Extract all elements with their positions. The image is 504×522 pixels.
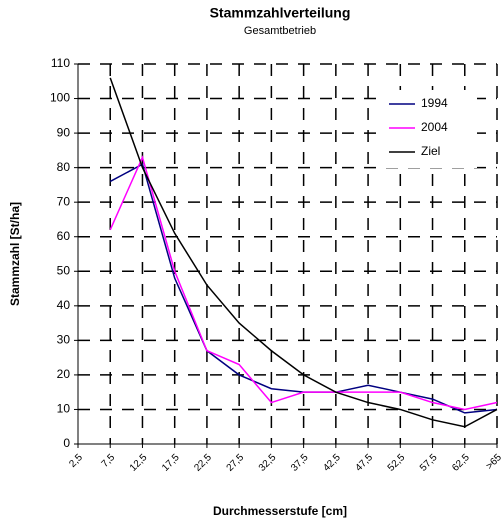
x-tick-label: 27,5: [225, 452, 247, 474]
x-tick-label: 22,5: [192, 452, 214, 474]
y-tick-label: 20: [57, 367, 71, 381]
legend-label: 1994: [421, 96, 448, 110]
y-tick-label: 30: [57, 333, 71, 347]
x-tick-label: >65: [484, 452, 504, 472]
y-tick-label: 10: [57, 402, 71, 416]
y-tick-label: 90: [57, 125, 71, 139]
y-axis-label: Stammzahl [St/ha]: [8, 202, 22, 306]
x-tick-label: 62,5: [450, 452, 472, 474]
chart-subtitle: Gesamtbetrieb: [244, 25, 316, 37]
series-line: [109, 155, 498, 411]
x-tick-label: 52,5: [386, 452, 408, 474]
x-tick-label: 12,5: [128, 452, 150, 474]
legend-label: 2004: [421, 120, 448, 134]
y-tick-label: 100: [50, 91, 70, 105]
legend-label: Ziel: [421, 144, 440, 158]
x-tick-label: 57,5: [418, 452, 440, 474]
y-tick-label: 40: [57, 298, 71, 312]
series-line: [109, 77, 498, 428]
y-tick-label: 110: [51, 56, 70, 70]
x-tick-label: 47,5: [354, 452, 376, 474]
y-tick-label: 0: [63, 436, 70, 450]
y-tick-label: 50: [57, 263, 71, 277]
y-tick-label: 70: [57, 194, 71, 208]
y-tick-label: 80: [57, 160, 71, 174]
x-tick-label: 17,5: [160, 452, 182, 474]
x-tick-label: 37,5: [289, 452, 311, 474]
legend-box: [385, 90, 477, 168]
x-tick-label: 2,5: [67, 452, 85, 470]
x-tick-label: 7,5: [100, 452, 118, 470]
x-tick-label: 32,5: [257, 452, 279, 474]
x-tick-label: 42,5: [321, 452, 343, 474]
chart-title: Stammzahlverteilung: [210, 5, 351, 21]
y-tick-label: 60: [57, 229, 71, 243]
x-axis-label: Durchmesserstufe [cm]: [213, 504, 347, 518]
